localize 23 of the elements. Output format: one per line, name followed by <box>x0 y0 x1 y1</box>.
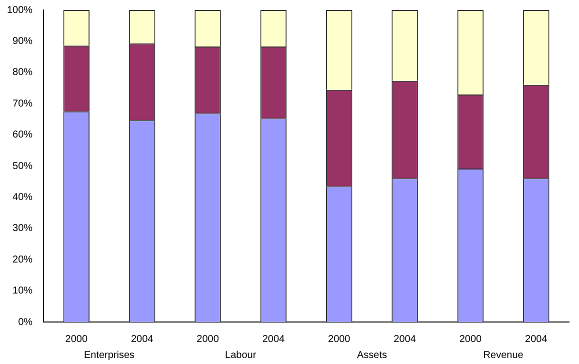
x-tick-label: 2000 <box>328 334 351 345</box>
x-tick-label: 2004 <box>130 334 154 345</box>
y-tick-label: 90% <box>12 36 33 47</box>
y-tick-label: 10% <box>12 286 33 297</box>
y-tick-label: 0% <box>18 316 33 328</box>
y-tick-label: 70% <box>12 98 33 110</box>
y-tick-label: 30% <box>12 223 33 234</box>
y-tick-label: 50% <box>12 160 33 172</box>
x-tick-label: 2000 <box>459 334 482 345</box>
y-tick-label: 40% <box>12 192 33 203</box>
text: Revenue <box>483 350 524 361</box>
y-tick-label: 60% <box>12 130 33 141</box>
x-tick-label: 2004 <box>262 334 286 345</box>
y-tick-label: 100% <box>7 4 33 16</box>
text: Labour <box>225 350 257 361</box>
x-tick-label: 2000 <box>65 334 88 345</box>
y-tick-label: 20% <box>12 254 33 266</box>
text: Assets <box>356 350 387 361</box>
x-tick-label: 2000 <box>196 334 220 345</box>
y-tick-label: 80% <box>12 67 33 78</box>
text: Enterprises <box>84 350 135 361</box>
x-tick-label: 2004 <box>525 334 548 345</box>
x-tick-label: 2004 <box>394 334 416 345</box>
